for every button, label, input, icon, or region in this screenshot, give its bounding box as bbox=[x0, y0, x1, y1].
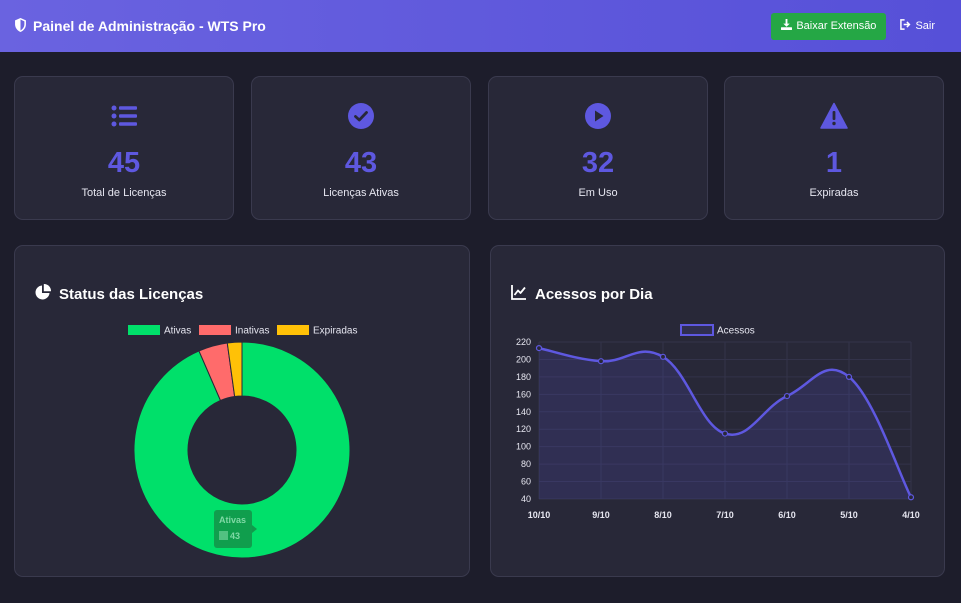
legend-swatch-acessos bbox=[680, 324, 714, 336]
license-status-panel: Status das Licenças Ativas Inativas Expira… bbox=[14, 245, 470, 577]
line-chart-icon bbox=[511, 284, 527, 304]
y-tick-label: 200 bbox=[516, 354, 531, 364]
chart-tooltip: Ativas 43 bbox=[214, 510, 257, 548]
stat-value: 45 bbox=[107, 147, 141, 179]
stat-card-total: 45 Total de Licenças bbox=[14, 76, 234, 220]
stat-value: 1 bbox=[825, 147, 843, 179]
stat-label: Em Uso bbox=[578, 187, 618, 199]
y-tick-label: 180 bbox=[516, 372, 531, 382]
legend-label-ativas: Ativas bbox=[164, 326, 191, 337]
y-tick-label: 60 bbox=[521, 477, 531, 487]
stat-card-active: 43 Licenças Ativas bbox=[251, 76, 471, 220]
series-line-acessos bbox=[538, 346, 913, 498]
x-tick-label: 4/10 bbox=[902, 510, 920, 520]
slice-expiradas bbox=[226, 341, 243, 398]
download-icon bbox=[781, 19, 793, 33]
access-panel-title: Acessos por Dia bbox=[535, 285, 653, 303]
slice-ativas bbox=[133, 341, 351, 559]
pie-chart-icon bbox=[35, 283, 52, 304]
x-tick-label: 6/10 bbox=[778, 510, 796, 520]
y-tick-label: 220 bbox=[516, 337, 531, 347]
page-title: Painel de Administração - WTS Pro bbox=[33, 18, 266, 34]
data-point-8/10 bbox=[659, 353, 667, 360]
daily-access-chart: Acessos 40 60 80 100 120 140 160 180 200 220 10/10 9… bbox=[516, 324, 920, 520]
tooltip-swatch bbox=[219, 531, 228, 540]
download-extension-label: Baixar Extensão bbox=[796, 20, 877, 32]
brand: Painel de Administração - WTS Pro bbox=[14, 17, 266, 35]
play-circle-icon bbox=[489, 102, 707, 130]
stat-value: 32 bbox=[581, 147, 615, 179]
stat-card-in-use: 32 Em Uso bbox=[488, 76, 708, 220]
data-point-5/10 bbox=[845, 373, 853, 380]
legend-swatch-expiradas bbox=[277, 325, 309, 335]
legend-swatch-ativas bbox=[128, 325, 160, 335]
stat-label: Licenças Ativas bbox=[323, 187, 399, 199]
x-tick-label: 9/10 bbox=[592, 510, 610, 520]
y-tick-label: 120 bbox=[516, 424, 531, 434]
sign-out-icon bbox=[900, 19, 911, 33]
tooltip-title: Ativas bbox=[219, 515, 246, 525]
stat-card-expired: 1 Expiradas bbox=[724, 76, 944, 220]
legend-label-expiradas: Expiradas bbox=[313, 326, 357, 337]
y-tick-label: 80 bbox=[521, 459, 531, 469]
tooltip-caret bbox=[252, 525, 257, 533]
panel-title: Status das Licenças bbox=[35, 283, 204, 304]
y-tick-label: 140 bbox=[516, 407, 531, 417]
legend-swatch-inativas bbox=[199, 325, 231, 335]
logout-label: Sair bbox=[915, 20, 935, 32]
panel-title: Acessos por Dia bbox=[511, 284, 653, 304]
stat-label: Total de Licenças bbox=[81, 187, 167, 199]
x-tick-label: 7/10 bbox=[716, 510, 734, 520]
logout-button[interactable]: Sair bbox=[900, 19, 947, 33]
license-status-chart: Ativas Inativas Expiradas Ativas 43 bbox=[128, 325, 357, 559]
check-circle-icon bbox=[252, 102, 470, 130]
stat-value: 43 bbox=[344, 147, 378, 179]
x-tick-label: 8/10 bbox=[654, 510, 672, 520]
download-extension-button[interactable]: Baixar Extensão bbox=[771, 12, 887, 40]
daily-access-panel: Acessos por Dia Acessos 40 60 80 100 120 140 16… bbox=[490, 245, 945, 577]
stat-label: Expiradas bbox=[809, 187, 859, 199]
shield-icon bbox=[14, 17, 27, 35]
y-tick-label: 100 bbox=[516, 442, 531, 452]
data-point-7/10 bbox=[721, 430, 729, 437]
status-panel-title: Status das Licenças bbox=[59, 285, 204, 303]
x-tick-label: 10/10 bbox=[528, 510, 551, 520]
data-point-6/10 bbox=[783, 392, 791, 400]
data-point-4/10 bbox=[907, 494, 915, 501]
legend-label-acessos: Acessos bbox=[717, 326, 755, 337]
data-point-9/10 bbox=[597, 358, 605, 365]
tooltip-value: 43 bbox=[230, 531, 240, 541]
y-tick-label: 40 bbox=[521, 494, 531, 504]
list-icon bbox=[15, 102, 233, 130]
x-tick-label: 5/10 bbox=[840, 510, 858, 520]
legend-label-inativas: Inativas bbox=[235, 326, 269, 337]
warning-icon bbox=[725, 102, 943, 130]
data-point-10/10 bbox=[535, 345, 543, 352]
y-tick-label: 160 bbox=[516, 389, 531, 399]
top-bar: Painel de Administração - WTS Pro Baixar… bbox=[0, 0, 961, 52]
series-area-acessos bbox=[539, 348, 911, 499]
